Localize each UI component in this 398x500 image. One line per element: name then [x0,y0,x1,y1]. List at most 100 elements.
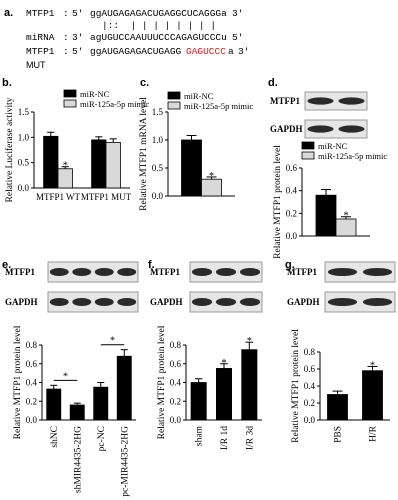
error-bar [332,390,343,395]
x-tick-label: I/R 3d [245,426,255,450]
blot-band [327,268,358,276]
y-tick-label: 0.2 [26,396,37,406]
x-tick-label: H/R [369,425,379,442]
blot-band [338,125,365,133]
y-tick-label: 0.0 [304,415,316,425]
y-tick-label: 0.0 [170,415,182,425]
x-tick-label: pc-NC [97,426,107,451]
bar [327,394,348,421]
bar [91,139,107,189]
y-tick-label: 0.8 [170,340,182,350]
blot-label: GAPDH [150,297,183,307]
bar [215,368,232,421]
blot-band [191,298,213,306]
panel-label: a. [4,7,13,19]
error-bar [245,341,254,350]
bar [93,386,109,421]
seq-end: 5' [72,46,83,57]
seq: agUGUCCAAUUUCCCAGAGUCCCu [90,32,227,43]
y-axis-label: Relative MTFP1 mRNA level [139,97,149,211]
mut-tag: MUT [26,60,46,70]
bar [105,141,121,189]
panel-label: d. [268,77,278,89]
blot-band [239,268,261,276]
significance-mark: * [63,371,68,382]
significance-mark: * [110,336,115,347]
y-tick-label: 1.5 [152,107,164,117]
blot-frame [47,261,139,283]
blot-band [338,97,365,105]
y-tick-label: 0.4 [170,378,182,388]
blot-band [94,298,114,306]
blot-band [72,298,92,306]
y-tick-label: 0.5 [18,158,30,168]
legend-swatch [301,141,315,150]
y-tick-label: 0.6 [304,364,316,374]
legend-label: miR-NC [318,141,348,151]
seq-sep: : [63,46,69,57]
y-tick-label: 0.2 [286,208,297,218]
sequence-block: MTFP1 : 5' ggAUGAGAGACUGAGGCUCAGGGa 3' |… [26,8,249,70]
x-tick-label: MTFP1 MUT [81,192,132,202]
blot-label: MTFP1 [5,267,35,277]
y-tick-label: 0.0 [18,183,30,193]
y-tick-label: 0.8 [304,347,316,357]
x-tick-label: MTFP1 WT [36,192,81,202]
x-tick-label: sham [195,425,205,446]
blot-band [327,298,358,306]
panel-label: c. [140,77,149,89]
error-bar [367,365,378,371]
y-axis-label: Relative MTFP1 protein level [273,145,283,259]
blot-band [49,298,69,306]
blot-frame [304,91,368,111]
bar [116,355,132,421]
legend-label: miR-125a-5p mimic [318,151,387,161]
legend-swatch [63,99,77,108]
blot-band [117,298,137,306]
significance-mark: * [247,336,252,347]
seq-end: 3' [238,46,249,57]
blot-band [307,125,334,133]
legend-label: miR-125a-5p mimic [184,101,253,111]
blot-band [239,298,261,306]
blot-band [191,268,213,276]
seq: a [228,46,234,57]
error-bar [95,136,103,140]
pairing: |:: | | | | | | | | [102,20,216,31]
y-axis-label: Relative MTFP1 protein level [157,325,167,439]
y-tick-label: 0.2 [170,396,181,406]
error-bar [206,176,217,180]
bar [315,194,337,237]
seq: ggAUGAGAGACUGAGGCUCAGGGa [90,8,227,19]
legend-label: miR-NC [184,91,214,101]
seq-sep: : [63,32,69,43]
legend-swatch [63,89,77,98]
y-tick-label: 0.0 [26,415,38,425]
bar [190,382,207,421]
y-axis-label: Relative MTFP1 protein level [291,329,301,443]
error-bar [109,138,117,143]
y-axis-label: Relative Luciferase activity [4,97,15,202]
seq-end: 3' [232,8,243,19]
error-bar [341,216,351,219]
bar [241,349,258,421]
y-tick-label: 0.4 [26,378,38,388]
legend-label: miR-125a-5p mimic [80,99,149,109]
seq-sep: : [63,8,69,19]
blot-band [72,268,92,276]
panel-label: e. [2,259,11,271]
legend-swatch [301,151,315,160]
y-axis-label: Relative MTFP1 protein level [13,325,23,439]
x-tick-label: shNC [50,426,60,448]
x-tick-label: shMIR4435-2HG [73,426,83,493]
seq-name: MTFP1 [26,8,55,19]
error-bar [194,378,203,383]
blot-band [215,298,237,306]
error-bar [220,363,228,369]
y-tick-label: 0.4 [286,186,298,196]
seq-end: 5' [72,8,83,19]
bar [362,370,383,421]
y-tick-label: 0.6 [26,359,38,369]
